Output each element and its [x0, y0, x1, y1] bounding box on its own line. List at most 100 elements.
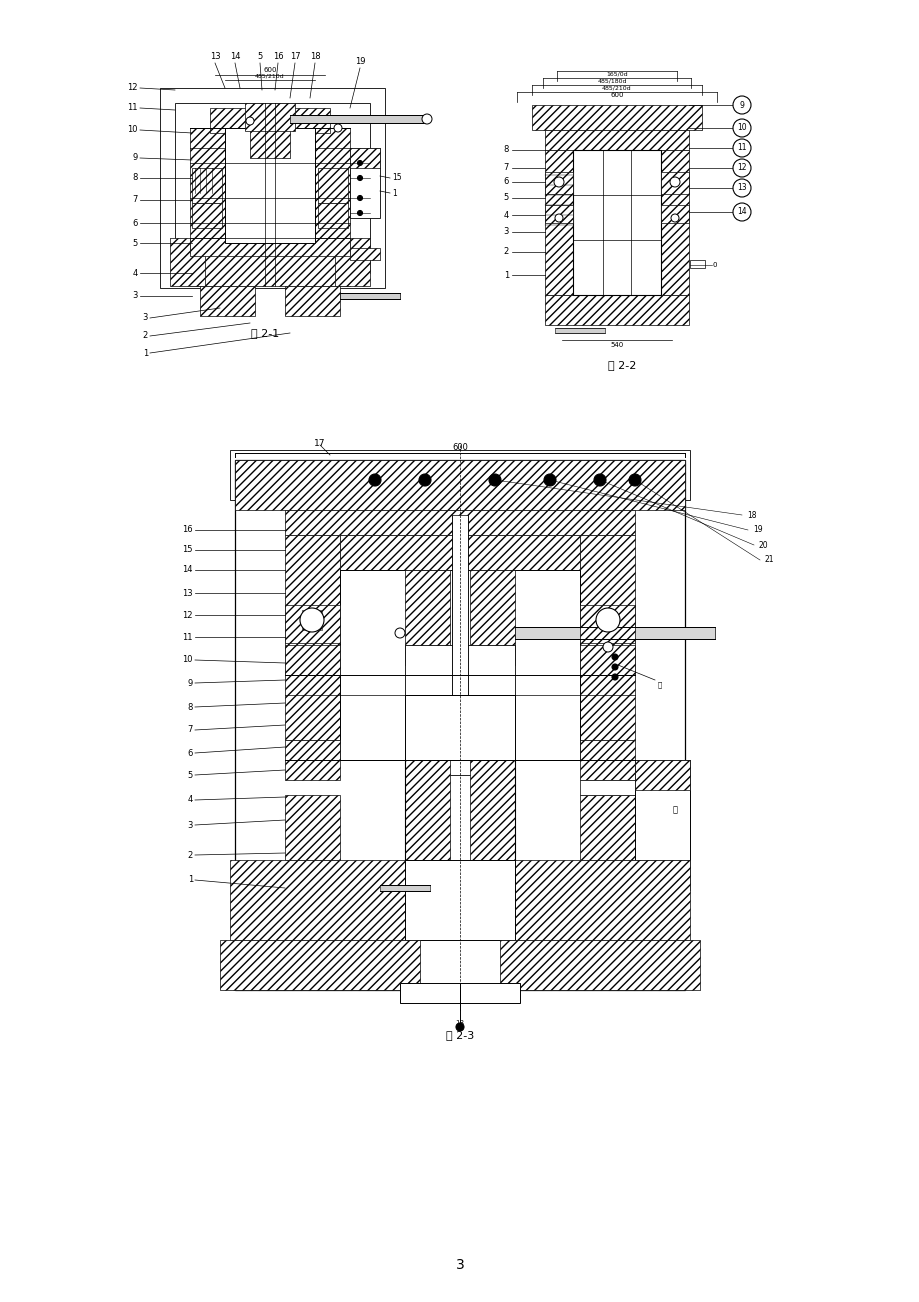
- Bar: [192, 168, 221, 203]
- Bar: [544, 130, 688, 150]
- Bar: [470, 760, 515, 861]
- Text: 图 2-1: 图 2-1: [251, 328, 278, 339]
- Circle shape: [357, 176, 362, 181]
- Circle shape: [418, 474, 430, 486]
- Bar: [340, 293, 400, 299]
- Bar: [190, 238, 349, 256]
- Bar: [404, 760, 449, 861]
- Bar: [660, 150, 688, 296]
- Circle shape: [732, 118, 750, 137]
- Bar: [404, 861, 515, 940]
- Text: 图 2-2: 图 2-2: [607, 359, 636, 370]
- Text: 18: 18: [310, 52, 320, 61]
- Bar: [285, 740, 340, 780]
- Bar: [225, 128, 314, 243]
- Text: 17: 17: [289, 52, 300, 61]
- Text: 17: 17: [314, 439, 325, 448]
- Text: 600: 600: [451, 443, 468, 452]
- Circle shape: [611, 654, 618, 660]
- Bar: [660, 204, 688, 223]
- Text: 6: 6: [503, 177, 508, 186]
- Bar: [349, 148, 380, 217]
- Circle shape: [334, 124, 342, 132]
- Bar: [234, 460, 685, 510]
- Text: 10: 10: [736, 124, 746, 133]
- Text: 21: 21: [765, 556, 774, 565]
- Text: 1: 1: [391, 189, 396, 198]
- Bar: [660, 172, 688, 194]
- Circle shape: [732, 178, 750, 197]
- Text: 4: 4: [132, 268, 138, 277]
- Bar: [340, 570, 579, 760]
- Bar: [544, 296, 688, 326]
- Text: 2: 2: [504, 247, 508, 256]
- Text: 2: 2: [142, 332, 148, 341]
- Bar: [318, 168, 347, 203]
- Circle shape: [669, 177, 679, 187]
- Text: 600: 600: [609, 92, 623, 98]
- Circle shape: [369, 474, 380, 486]
- Circle shape: [553, 177, 563, 187]
- Text: 8: 8: [187, 703, 193, 711]
- Bar: [579, 740, 634, 780]
- Circle shape: [594, 474, 606, 486]
- Text: 7: 7: [187, 725, 193, 734]
- Bar: [160, 89, 384, 288]
- Bar: [318, 203, 347, 228]
- Bar: [634, 760, 689, 790]
- Text: 18: 18: [455, 1019, 464, 1026]
- Text: 14: 14: [736, 207, 746, 216]
- Text: 3: 3: [187, 820, 193, 829]
- Circle shape: [732, 159, 750, 177]
- Bar: [544, 150, 573, 296]
- Text: 9: 9: [739, 100, 743, 109]
- Bar: [285, 605, 340, 643]
- Text: 3: 3: [503, 228, 508, 237]
- Bar: [515, 628, 714, 639]
- Bar: [210, 108, 330, 133]
- Bar: [289, 115, 425, 122]
- Text: 5: 5: [132, 238, 138, 247]
- Text: 5: 5: [257, 52, 262, 61]
- Bar: [634, 861, 689, 891]
- Text: 2: 2: [187, 850, 193, 859]
- Bar: [285, 796, 340, 861]
- Bar: [244, 103, 295, 132]
- Circle shape: [422, 115, 432, 124]
- Circle shape: [732, 139, 750, 158]
- Circle shape: [489, 474, 501, 486]
- Bar: [285, 644, 340, 674]
- Bar: [190, 128, 225, 253]
- Bar: [301, 611, 322, 630]
- Text: 油: 油: [672, 806, 676, 815]
- Circle shape: [543, 474, 555, 486]
- Text: 485/210d: 485/210d: [602, 86, 631, 91]
- Bar: [404, 695, 515, 760]
- Text: 20: 20: [758, 540, 767, 549]
- Bar: [285, 286, 340, 316]
- Bar: [554, 328, 605, 333]
- Circle shape: [732, 96, 750, 115]
- Text: 16: 16: [182, 526, 193, 535]
- Circle shape: [732, 203, 750, 221]
- Bar: [335, 238, 369, 286]
- Circle shape: [394, 628, 404, 638]
- Text: 15: 15: [391, 173, 402, 182]
- Circle shape: [596, 608, 619, 631]
- Text: 3: 3: [455, 1258, 464, 1272]
- Text: 4: 4: [187, 796, 193, 805]
- Text: 11: 11: [128, 103, 138, 112]
- Text: 7: 7: [132, 195, 138, 204]
- Circle shape: [456, 1023, 463, 1031]
- Text: 600: 600: [263, 66, 277, 73]
- Text: 8: 8: [132, 173, 138, 182]
- Text: 165/0d: 165/0d: [606, 72, 627, 77]
- Text: 9: 9: [132, 154, 138, 163]
- Bar: [285, 510, 634, 535]
- Text: 15: 15: [182, 546, 193, 555]
- Text: 13: 13: [210, 52, 220, 61]
- Text: 18: 18: [746, 510, 755, 519]
- Text: 485/180d: 485/180d: [596, 78, 626, 83]
- Text: 油: 油: [657, 682, 662, 689]
- Text: 5: 5: [504, 194, 508, 203]
